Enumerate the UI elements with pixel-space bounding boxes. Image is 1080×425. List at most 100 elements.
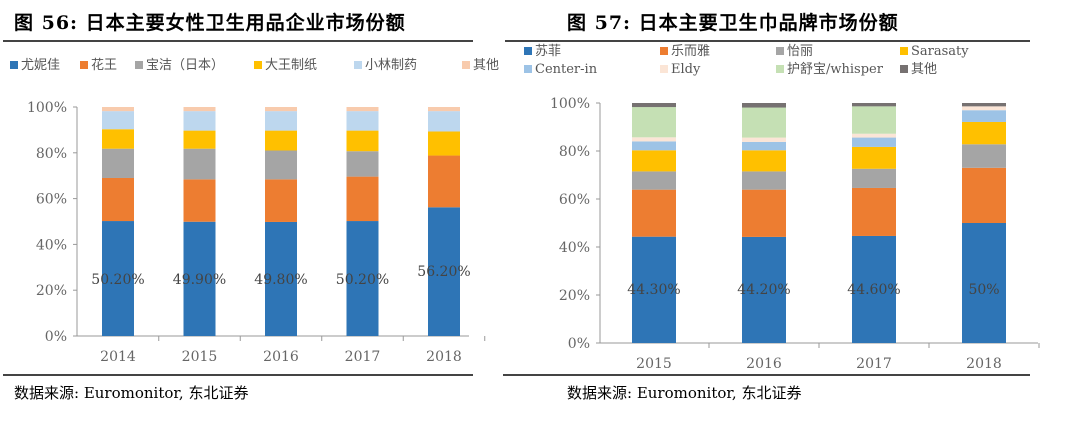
data-label: 50.20% <box>336 272 389 288</box>
legend-swatch <box>900 47 908 55</box>
bar-segment <box>742 189 786 237</box>
bar-segment <box>852 146 896 169</box>
bar-segment <box>265 130 297 151</box>
bar-segment <box>632 189 676 237</box>
bar-segment <box>742 141 786 151</box>
legend-swatch <box>660 65 668 73</box>
y-tick-label: 40% <box>559 240 590 256</box>
legend-swatch <box>776 65 784 73</box>
bar-segment <box>265 221 297 336</box>
bar-segment <box>346 111 379 131</box>
title-rule-56 <box>3 40 473 42</box>
x-tick-label: 2017 <box>856 356 892 372</box>
legend-label: 其他 <box>911 62 937 77</box>
legend-label: 护舒宝/whisper <box>787 62 884 77</box>
data-label: 49.90% <box>173 272 226 288</box>
x-tick-label: 2014 <box>100 349 136 365</box>
bar-segment <box>962 223 1006 343</box>
source-note-57: 数据来源: Euromonitor, 东北证券 <box>567 384 802 402</box>
bar-segment <box>632 150 676 172</box>
bar-segment <box>346 221 379 336</box>
x-tick-label: 2016 <box>263 349 299 365</box>
bottom-rule-56 <box>3 374 473 376</box>
bar-segment <box>742 103 786 108</box>
data-label: 56.20% <box>417 264 470 280</box>
legend-label: Eldy <box>671 62 701 77</box>
bar-segment <box>742 236 786 343</box>
bar-segment <box>102 221 134 336</box>
bar-segment <box>962 103 1006 107</box>
bar-segment <box>102 148 134 178</box>
bar-segment <box>632 137 676 142</box>
legend-label: 大王制纸 <box>265 58 317 73</box>
bar-segment <box>852 106 896 134</box>
legend-swatch <box>254 61 262 69</box>
bar-segment <box>852 103 896 107</box>
data-label: 50.20% <box>91 272 144 288</box>
bar-segment <box>852 187 896 236</box>
x-tick-label: 2015 <box>636 356 672 372</box>
bar-segment <box>852 137 896 147</box>
bar-segment <box>265 107 297 112</box>
bar-segment <box>183 107 216 112</box>
bar-segment <box>962 121 1006 145</box>
legend-label: Center-in <box>535 62 598 77</box>
data-label: 49.80% <box>254 272 307 288</box>
x-tick-label: 2015 <box>182 349 218 365</box>
legend-label: 花王 <box>91 57 117 73</box>
legend-label: 小林制药 <box>365 58 417 73</box>
y-tick-label: 80% <box>559 144 590 160</box>
bottom-rule-57 <box>503 374 1030 376</box>
legend-swatch <box>10 61 18 69</box>
bar-segment <box>962 167 1006 223</box>
bar-segment <box>102 111 134 130</box>
bar-segment <box>346 130 379 152</box>
bar-segment <box>265 150 297 180</box>
bar-segment <box>428 207 460 336</box>
bar-segment <box>632 171 676 190</box>
bar-segment <box>183 130 216 149</box>
legend-label: 苏菲 <box>535 43 561 59</box>
legend-swatch <box>660 47 668 55</box>
x-tick-label: 2018 <box>426 349 462 365</box>
legend-swatch <box>900 65 908 73</box>
legend-swatch <box>80 61 88 69</box>
bar-segment <box>742 150 786 172</box>
y-tick-label: 20% <box>36 283 67 299</box>
bar-segment <box>962 106 1006 111</box>
legend-label: Sarasaty <box>911 44 969 59</box>
legend-swatch <box>462 61 470 69</box>
data-label: 44.20% <box>737 282 790 298</box>
bar-segment <box>346 151 379 177</box>
y-tick-label: 100% <box>27 100 67 116</box>
y-tick-label: 100% <box>550 96 590 112</box>
data-label: 44.30% <box>627 282 680 298</box>
bar-segment <box>742 107 786 138</box>
legend-swatch <box>135 61 143 69</box>
bar-segment <box>962 144 1006 168</box>
legend-label: 尤妮佳 <box>21 58 60 73</box>
legend-swatch <box>354 61 362 69</box>
legend-swatch <box>776 47 784 55</box>
y-tick-label: 0% <box>45 329 67 345</box>
bar-segment <box>742 171 786 190</box>
bar-segment <box>428 107 460 112</box>
bar-segment <box>852 168 896 188</box>
legend-label: 其他 <box>473 58 499 73</box>
bar-segment <box>265 111 297 131</box>
bar-segment <box>852 133 896 138</box>
legend-swatch <box>524 47 532 55</box>
x-tick-label: 2018 <box>966 356 1002 372</box>
bar-segment <box>183 148 216 180</box>
title-rule-57 <box>505 40 1030 42</box>
bar-segment <box>428 131 460 156</box>
legend-swatch <box>524 65 532 73</box>
bar-segment <box>346 107 379 112</box>
legend-label: 宝洁（日本） <box>146 58 224 73</box>
bar-segment <box>346 176 379 222</box>
data-label: 50% <box>968 282 999 298</box>
bar-segment <box>102 129 134 149</box>
bar-segment <box>632 107 676 138</box>
bar-segment <box>183 221 216 336</box>
